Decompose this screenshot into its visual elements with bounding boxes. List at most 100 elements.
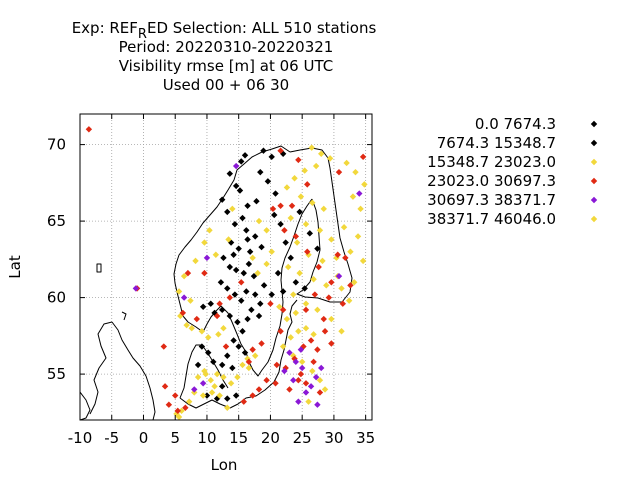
data-point-class-2: [301, 167, 308, 174]
data-point-class-0: [226, 263, 234, 271]
data-point-class-4: [312, 373, 320, 381]
data-point-class-2: [212, 251, 220, 258]
data-point-class-2: [287, 214, 294, 222]
data-point-class-3: [85, 126, 93, 133]
data-point-class-2: [293, 239, 301, 246]
data-point-class-0: [258, 243, 265, 251]
data-point-class-0: [271, 211, 278, 219]
data-point-class-0: [244, 202, 251, 209]
x-tick-label: 0: [139, 429, 149, 447]
data-point-class-0: [224, 285, 231, 292]
chart-title-line-2: Period: 20220310-20220321: [119, 38, 334, 56]
data-point-class-0: [241, 349, 249, 356]
data-point-class-0: [243, 288, 250, 295]
data-point-class-3: [325, 294, 333, 301]
data-point-class-2: [290, 291, 297, 298]
data-point-class-0: [226, 170, 234, 177]
data-point-class-0: [218, 196, 226, 203]
data-point-class-4: [191, 386, 198, 393]
data-point-class-0: [240, 269, 247, 277]
data-point-class-3: [314, 346, 321, 353]
data-point-class-2: [208, 389, 216, 396]
data-point-class-2: [215, 331, 222, 338]
data-point-class-2: [328, 236, 335, 243]
data-point-class-0: [232, 182, 240, 190]
data-point-class-3: [321, 328, 329, 335]
data-point-class-0: [255, 312, 263, 320]
data-point-class-2: [263, 227, 270, 234]
data-point-class-3: [311, 291, 319, 298]
data-point-class-3: [304, 248, 311, 255]
data-point-class-2: [361, 181, 368, 188]
data-point-class-0: [232, 392, 240, 399]
data-point-class-3: [277, 202, 284, 209]
data-point-class-0: [243, 227, 250, 234]
data-point-class-2: [194, 373, 202, 381]
y-tick-label: 65: [47, 212, 66, 230]
data-point-class-0: [238, 297, 245, 304]
data-point-class-2: [285, 263, 292, 271]
data-point-class-0: [246, 248, 254, 255]
data-point-class-0: [260, 282, 268, 289]
data-point-class-4: [290, 377, 297, 384]
data-point-class-2: [220, 373, 227, 381]
data-point-class-3: [269, 205, 277, 213]
legend-label: 38371.7 46046.0: [427, 210, 556, 228]
data-point-class-4: [199, 380, 207, 387]
data-point-class-2: [239, 361, 246, 369]
data-point-class-0: [244, 236, 251, 243]
data-point-class-3: [184, 269, 192, 277]
data-point-class-2: [309, 367, 316, 375]
data-point-class-0: [272, 190, 279, 197]
data-point-class-2: [192, 257, 199, 265]
data-point-class-4: [180, 294, 188, 301]
data-point-class-0: [282, 239, 289, 246]
data-point-class-2: [343, 159, 350, 167]
data-point-class-3: [165, 401, 173, 408]
data-point-class-0: [194, 361, 202, 369]
data-point-class-3: [255, 386, 263, 393]
data-point-class-3: [347, 282, 354, 289]
chart-title-line-1: Exp: REFRED Selection: ALL 510 stations: [72, 19, 377, 42]
x-tick-label: 5: [170, 429, 180, 447]
data-point-class-3: [286, 386, 293, 393]
legend-label: 15348.7 23023.0: [427, 153, 556, 171]
data-point-class-0: [230, 337, 237, 344]
x-tick-label: 10: [197, 429, 216, 447]
data-point-class-2: [175, 288, 183, 295]
data-point-class-2: [263, 260, 270, 268]
data-point-class-2: [316, 227, 324, 234]
data-point-class-0: [235, 343, 242, 350]
y-tick-label: 70: [47, 136, 66, 154]
data-point-class-0: [252, 291, 259, 298]
y-tick-label: 55: [47, 365, 66, 383]
data-point-class-3: [342, 254, 349, 262]
legend-marker: [590, 139, 598, 147]
data-point-class-2: [320, 205, 327, 213]
data-point-class-2: [292, 309, 300, 317]
data-point-class-3: [267, 300, 274, 307]
data-point-class-2: [351, 279, 358, 286]
data-point-class-0: [235, 245, 242, 252]
data-point-class-3: [315, 263, 322, 271]
data-point-class-0: [199, 303, 207, 310]
data-point-class-3: [226, 294, 234, 301]
data-point-class-0: [257, 300, 264, 307]
data-point-class-3: [359, 153, 367, 161]
data-point-class-3: [193, 315, 200, 323]
data-point-class-2: [229, 205, 236, 213]
data-point-class-2: [340, 224, 348, 231]
data-point-class-2: [312, 162, 320, 170]
data-point-class-4: [295, 398, 302, 405]
data-point-class-3: [320, 315, 327, 323]
data-point-class-3: [174, 407, 181, 415]
data-point-class-3: [249, 392, 256, 399]
data-point-class-3: [307, 337, 315, 344]
x-tick-label: 15: [229, 429, 248, 447]
jutland-coastline: [179, 344, 229, 399]
data-point-class-0: [218, 361, 226, 369]
data-point-class-3: [334, 251, 341, 258]
data-point-class-2: [287, 334, 294, 341]
data-point-class-2: [310, 331, 317, 338]
